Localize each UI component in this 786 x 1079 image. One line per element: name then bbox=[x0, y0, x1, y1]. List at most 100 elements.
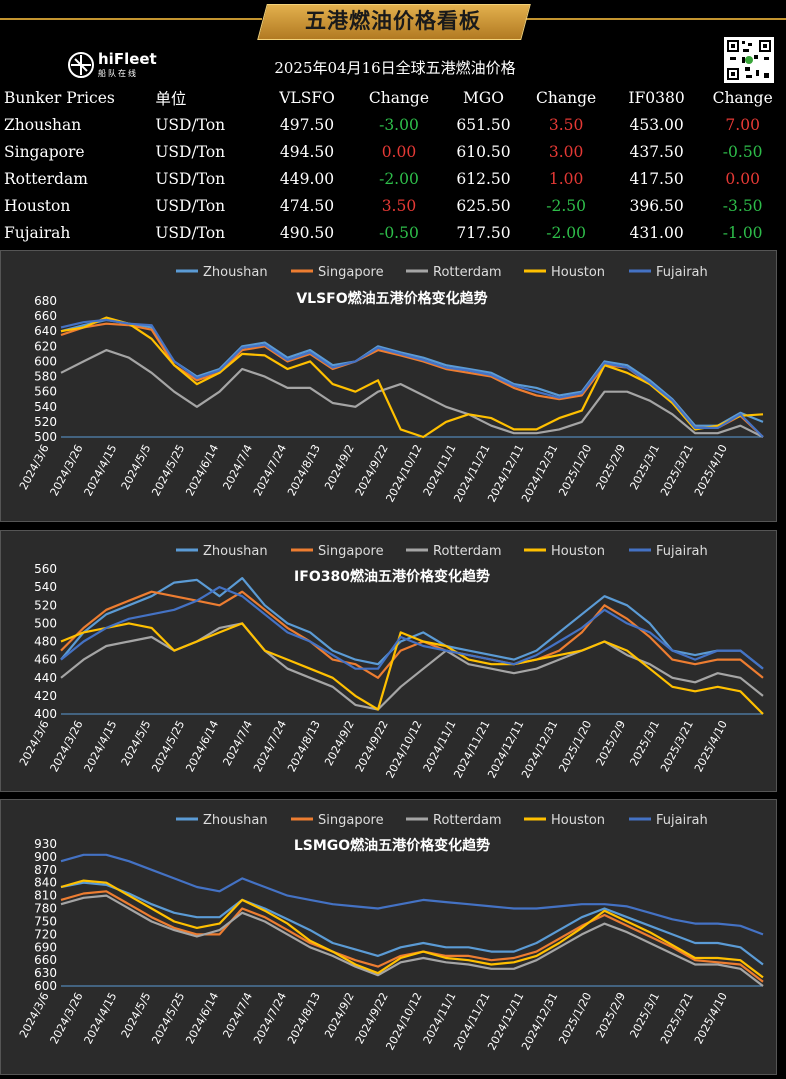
x-tick-label: 2025/4/10 bbox=[692, 718, 730, 774]
chart-title: IFO380燃油五港价格变化趋势 bbox=[294, 568, 490, 585]
column-header: Change bbox=[712, 88, 773, 107]
y-tick-label: 690 bbox=[34, 940, 57, 954]
x-tick-label: 2024/9/22 bbox=[353, 990, 391, 1046]
x-tick-label: 2024/11/1 bbox=[421, 990, 459, 1046]
mgo-change: 1.00 bbox=[548, 169, 584, 188]
port-name: Fujairah bbox=[4, 223, 71, 242]
y-tick-label: 660 bbox=[34, 953, 57, 967]
y-tick-label: 440 bbox=[34, 671, 57, 685]
y-tick-label: 750 bbox=[34, 914, 57, 928]
x-tick-label: 2024/10/12 bbox=[383, 990, 424, 1052]
vlsfo-price: 497.50 bbox=[279, 115, 335, 134]
legend-label: Fujairah bbox=[656, 265, 708, 280]
ifo380-change: 7.00 bbox=[725, 115, 760, 134]
series-line-zhoushan bbox=[60, 318, 764, 427]
table-title: 2025年04月16日全球五港燃油价格 bbox=[274, 59, 516, 77]
x-tick-label: 2024/9/22 bbox=[353, 718, 391, 774]
banner-line-left bbox=[0, 18, 262, 20]
unit-cell: USD/Ton bbox=[155, 223, 226, 242]
ifo380-price: 431.00 bbox=[629, 223, 684, 242]
y-tick-label: 460 bbox=[34, 653, 57, 667]
legend-label: Rotterdam bbox=[433, 813, 502, 828]
y-tick-label: 580 bbox=[34, 370, 57, 384]
ifo380-chart-panel: Zhoushan Singapore Rotterdam Houston Fujaira… bbox=[0, 530, 777, 792]
x-tick-label: 2025/3/21 bbox=[658, 442, 696, 498]
x-tick-label: 2024/9/22 bbox=[353, 442, 391, 498]
vlsfo-price: 474.50 bbox=[279, 196, 335, 215]
ifo380-change: -3.50 bbox=[722, 196, 763, 215]
x-tick-label: 2024/5/25 bbox=[149, 442, 187, 498]
x-tick-label: 2025/3/1 bbox=[627, 442, 662, 492]
legend-label: Singapore bbox=[318, 813, 384, 828]
vlsfo-price: 449.00 bbox=[279, 169, 335, 188]
mgo-price: 651.50 bbox=[456, 115, 511, 134]
x-tick-label: 2025/4/10 bbox=[692, 442, 730, 498]
series-line-houston bbox=[60, 622, 764, 715]
column-header: MGO bbox=[463, 88, 504, 107]
x-tick-label: 2024/3/6 bbox=[17, 442, 52, 492]
legend-label: Rotterdam bbox=[433, 265, 502, 280]
legend-label: Singapore bbox=[318, 265, 384, 280]
logo-text: hiFleet bbox=[98, 50, 157, 68]
lsmgo-trend-chart: Zhoushan Singapore Rotterdam Houston Fujaira… bbox=[17, 813, 764, 1052]
ifo380-trend-chart: Zhoushan Singapore Rotterdam Houston Fujaira… bbox=[17, 544, 764, 780]
x-tick-label: 2024/5/5 bbox=[119, 990, 154, 1040]
legend-label: Fujairah bbox=[656, 813, 708, 828]
y-tick-label: 630 bbox=[34, 966, 57, 980]
logo-subtext: 船队在线 bbox=[98, 69, 138, 78]
x-tick-label: 2025/2/9 bbox=[593, 718, 628, 768]
y-tick-label: 840 bbox=[34, 876, 57, 890]
y-tick-label: 400 bbox=[34, 707, 57, 721]
ifo380-price: 437.50 bbox=[629, 142, 684, 161]
x-tick-label: 2024/7/4 bbox=[220, 718, 255, 768]
y-tick-label: 870 bbox=[34, 863, 57, 877]
vlsfo-change: 0.00 bbox=[381, 142, 417, 161]
x-tick-label: 2024/11/1 bbox=[421, 718, 459, 774]
chart-title: LSMGO燃油五港价格变化趋势 bbox=[294, 837, 490, 854]
series-line-rotterdam bbox=[60, 348, 764, 438]
series-line-houston bbox=[60, 316, 764, 439]
y-tick-label: 620 bbox=[34, 339, 57, 353]
vlsfo-change: -2.00 bbox=[379, 169, 419, 188]
vlsfo-trend-chart: Zhoushan Singapore Rotterdam Houston Fujaira… bbox=[17, 265, 764, 504]
table-row: Rotterdam USD/Ton 449.00 -2.00 612.50 1.… bbox=[0, 165, 786, 192]
x-tick-label: 2024/3/26 bbox=[48, 990, 86, 1046]
series-line-zhoushan bbox=[60, 881, 764, 966]
y-tick-label: 600 bbox=[34, 354, 57, 368]
x-tick-label: 2024/5/25 bbox=[149, 718, 187, 774]
legend-label: Houston bbox=[551, 813, 605, 828]
y-tick-label: 660 bbox=[34, 309, 57, 323]
vlsfo-change: -0.50 bbox=[379, 223, 419, 242]
y-tick-label: 930 bbox=[34, 837, 57, 851]
x-tick-label: 2024/5/5 bbox=[119, 442, 154, 492]
legend-label: Rotterdam bbox=[433, 544, 502, 559]
x-tick-label: 2024/3/6 bbox=[17, 718, 52, 768]
mgo-change: 3.00 bbox=[548, 142, 584, 161]
x-tick-label: 2024/8/13 bbox=[285, 718, 323, 774]
port-name: Houston bbox=[4, 196, 71, 215]
table-row: Fujairah USD/Ton 490.50 -0.50 717.50 -2.… bbox=[0, 219, 786, 246]
y-tick-label: 720 bbox=[34, 927, 57, 941]
x-tick-label: 2024/5/25 bbox=[149, 990, 187, 1046]
x-tick-label: 2024/9/2 bbox=[322, 718, 357, 768]
port-name: Zhoushan bbox=[4, 115, 82, 134]
x-tick-label: 2025/3/21 bbox=[658, 718, 696, 774]
x-tick-label: 2024/10/12 bbox=[383, 718, 424, 780]
x-tick-label: 2024/12/31 bbox=[519, 990, 560, 1052]
x-tick-label: 2024/4/15 bbox=[82, 718, 120, 774]
x-tick-label: 2024/7/4 bbox=[220, 442, 255, 492]
x-tick-label: 2024/6/14 bbox=[183, 990, 221, 1046]
x-tick-label: 2024/8/13 bbox=[285, 442, 323, 498]
y-tick-label: 500 bbox=[34, 616, 57, 630]
column-header: IF0380 bbox=[628, 88, 685, 107]
unit-cell: USD/Ton bbox=[155, 115, 226, 134]
mgo-price: 610.50 bbox=[456, 142, 511, 161]
series-line-fujairah bbox=[60, 853, 764, 936]
y-tick-label: 520 bbox=[34, 598, 57, 612]
bunker-prices-table: Bunker Prices 单位 VLSFO Change MGO Change… bbox=[0, 84, 786, 246]
legend-label: Zhoushan bbox=[203, 544, 268, 559]
x-tick-label: 2025/4/10 bbox=[692, 990, 730, 1046]
x-tick-label: 2024/9/2 bbox=[322, 442, 357, 492]
x-tick-label: 2024/6/14 bbox=[183, 718, 221, 774]
x-tick-label: 2024/7/24 bbox=[251, 718, 289, 774]
